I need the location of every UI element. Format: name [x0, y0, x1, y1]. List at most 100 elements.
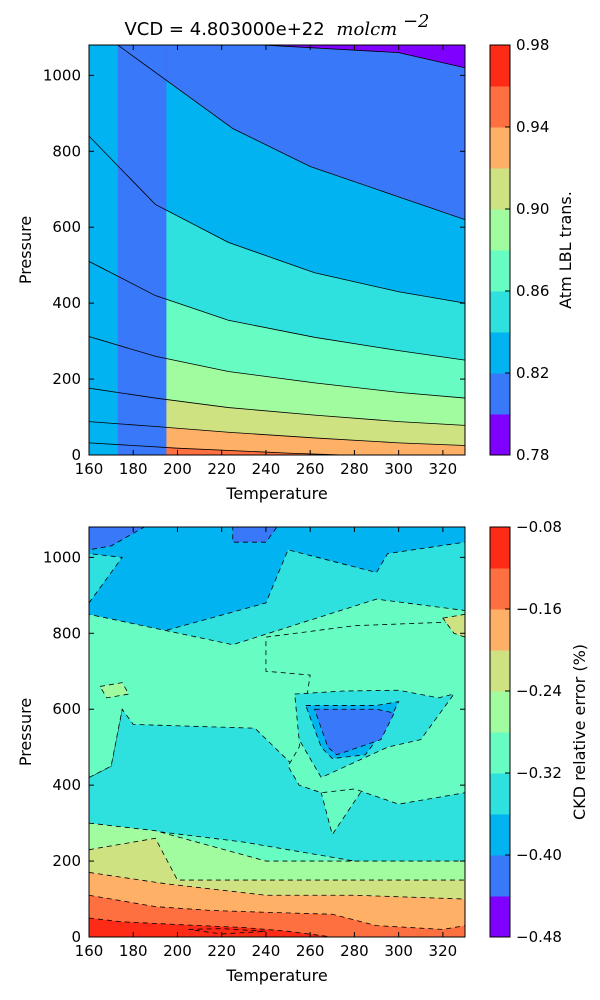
colorbar-segment [490, 209, 510, 251]
plot-frame [88, 44, 466, 456]
bottom-colorbar: −0.48 −0.40 −0.32 −0.24 −0.16 −0.08 [489, 518, 562, 946]
y-tick-label: 1000 [43, 548, 81, 566]
colorbar-segment [490, 568, 510, 610]
colorbar-segment [490, 45, 510, 87]
x-tick-label: 260 [296, 942, 325, 960]
bottom-y-axis-ticks: 0 200 400 600 800 1000 [43, 548, 465, 946]
y-tick-label: 400 [52, 776, 81, 794]
title-units-exponent: −2 [403, 11, 430, 32]
contour-region [89, 527, 465, 634]
top-chart-title: VCD = 4.803000e+22 molcm −2 [124, 11, 429, 40]
bottom-x-axis-ticks: 160 180 200 220 240 260 280 300 320 [75, 527, 458, 960]
x-tick-label: 240 [252, 942, 281, 960]
colorbar-segment [490, 168, 510, 210]
colorbar-segment [490, 609, 510, 651]
colorbar-tick-label: −0.40 [516, 846, 562, 864]
colorbar-tick-label: −0.16 [516, 600, 562, 618]
colorbar-tick-label: −0.08 [516, 518, 562, 536]
contour-line [89, 442, 344, 455]
contour-region [89, 527, 146, 551]
y-tick-label: 800 [52, 142, 81, 160]
contour-line [89, 261, 465, 361]
x-tick-label: 300 [384, 460, 413, 478]
colorbar-tick-label: 0.90 [516, 200, 549, 218]
contour-line [166, 45, 465, 69]
title-prefix: VCD = 4.803000e+22 [124, 19, 324, 40]
colorbar-segment [490, 86, 510, 128]
x-tick-label: 300 [384, 942, 413, 960]
colorbar-segment [490, 650, 510, 692]
y-tick-label: 600 [52, 700, 81, 718]
top-y-axis-ticks: 0 200 400 600 800 1000 [43, 66, 465, 464]
contour-line [89, 336, 465, 399]
x-tick-label: 280 [340, 460, 369, 478]
x-tick-label: 240 [252, 460, 281, 478]
contour-region [188, 928, 266, 935]
y-tick-label: 400 [52, 294, 81, 312]
contour-band-extension [89, 45, 118, 455]
colorbar-segment [490, 855, 510, 897]
y-tick-label: 1000 [43, 66, 81, 84]
colorbar-segment [490, 527, 510, 569]
contour-line [89, 387, 465, 426]
bottom-x-axis-label: Temperature [225, 966, 327, 985]
contour-line [89, 135, 465, 304]
title-units: molcm [336, 19, 397, 40]
bottom-colorbar-label: CKD relative error (%) [570, 644, 589, 820]
colorbar-tick-label: 0.86 [516, 282, 549, 300]
contour-band [89, 421, 465, 455]
colorbar-tick-label: 0.94 [516, 118, 549, 136]
y-tick-label: 200 [52, 370, 81, 388]
top-x-axis-ticks: 160 180 200 220 240 260 280 300 320 [75, 45, 458, 478]
colorbar-tick-label: 0.82 [516, 364, 549, 382]
y-tick-label: 200 [52, 852, 81, 870]
top-colorbar: 0.78 0.82 0.86 0.90 0.94 0.98 [489, 36, 549, 464]
colorbar-segment [490, 373, 510, 415]
y-tick-label: 600 [52, 218, 81, 236]
colorbar-segment [490, 691, 510, 733]
contour-region [314, 708, 395, 756]
x-tick-label: 320 [429, 460, 458, 478]
colorbar-segment [490, 127, 510, 169]
colorbar-segment [490, 773, 510, 815]
colorbar-segment [490, 732, 510, 774]
x-tick-label: 220 [207, 460, 236, 478]
x-tick-label: 280 [340, 942, 369, 960]
x-tick-label: 200 [163, 460, 192, 478]
contour-region [99, 682, 130, 699]
colorbar-segment [490, 291, 510, 333]
bottom-contour-plot [88, 526, 466, 938]
y-tick-label: 800 [52, 624, 81, 642]
y-tick-label: 0 [71, 928, 81, 946]
colorbar-tick-label: 0.78 [516, 446, 549, 464]
contour-line [117, 45, 465, 221]
colorbar-frame [489, 526, 511, 938]
top-contour-plot [88, 44, 466, 456]
x-tick-label: 220 [207, 942, 236, 960]
plot-frame [88, 526, 466, 938]
x-tick-label: 200 [163, 942, 192, 960]
contour-region [89, 917, 333, 937]
contour-region [442, 613, 465, 638]
bottom-y-axis-label: Pressure [16, 698, 35, 766]
x-tick-label: 180 [119, 942, 148, 960]
colorbar-segment [490, 332, 510, 374]
colorbar-segment [490, 250, 510, 292]
colorbar-tick-label: −0.24 [516, 682, 562, 700]
colorbar-frame [489, 44, 511, 456]
colorbar-tick-label: −0.48 [516, 928, 562, 946]
top-panel: VCD = 4.803000e+22 molcm −2 160 180 200 220… [16, 11, 575, 503]
x-tick-label: 180 [119, 460, 148, 478]
x-tick-label: 160 [75, 942, 104, 960]
colorbar-tick-label: 0.98 [516, 36, 549, 54]
y-tick-label: 0 [71, 446, 81, 464]
top-y-axis-label: Pressure [16, 216, 35, 284]
colorbar-segment [490, 414, 510, 456]
top-colorbar-label: Atm LBL trans. [556, 191, 575, 309]
bottom-panel: 160 180 200 220 240 260 280 300 320 0 200 400 600 80… [16, 518, 589, 985]
top-x-axis-label: Temperature [225, 484, 327, 503]
colorbar-segment [490, 814, 510, 856]
colorbar-segment [490, 896, 510, 938]
x-tick-label: 320 [429, 942, 458, 960]
